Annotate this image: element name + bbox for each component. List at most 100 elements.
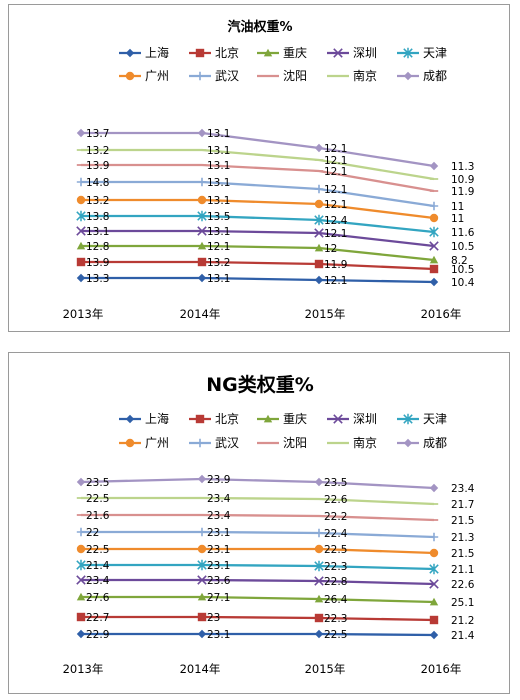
legend-marker	[403, 413, 413, 425]
x-tick-label: 2013年	[63, 662, 104, 676]
data-label: 12.1	[324, 143, 347, 155]
data-label: 21.1	[451, 564, 474, 576]
data-point	[76, 575, 86, 585]
legend-item: 广州	[119, 436, 169, 450]
legend-marker	[263, 414, 273, 423]
data-label: 26.4	[324, 594, 348, 606]
legend-item: 深圳	[327, 46, 377, 60]
series-line	[80, 477, 435, 490]
x-tick-label: 2014年	[180, 307, 221, 321]
data-label: 13.9	[86, 160, 109, 172]
data-label: 12.8	[86, 241, 109, 253]
data-point	[314, 629, 324, 639]
data-label: 22.5	[324, 544, 347, 556]
data-label: 12.1	[324, 155, 347, 167]
legend-label: 深圳	[353, 412, 377, 426]
legend-marker	[195, 48, 205, 58]
data-label: 11.9	[324, 259, 347, 271]
data-point	[197, 544, 207, 554]
data-label: 8.2	[451, 255, 468, 267]
legend-marker	[263, 48, 273, 57]
data-label: 23.4	[86, 575, 110, 587]
legend-item: 北京	[189, 46, 239, 60]
data-label: 11.9	[451, 186, 474, 198]
legend-marker	[195, 71, 205, 81]
data-label: 22.3	[324, 613, 347, 625]
series-沈阳: 13.9 13.1 12.1 11.9	[76, 160, 474, 198]
series-北京: 13.9 13.2 11.9 10.5	[76, 257, 474, 276]
series-武汉: 14.8 13.1 12.1 11	[76, 177, 464, 213]
series-line	[81, 180, 435, 208]
series-南京: 22.5 23.4 22.6 21.7	[76, 493, 474, 511]
legend-label: 南京	[353, 435, 377, 450]
data-label: 13.3	[86, 273, 109, 285]
series-北京: 22.7 23 22.3 21.2	[76, 612, 474, 627]
data-point	[197, 273, 207, 283]
legend-label: 沈阳	[283, 68, 307, 83]
data-point	[314, 259, 324, 269]
data-point	[314, 544, 324, 554]
legend-marker	[125, 48, 135, 58]
series-line	[81, 513, 435, 522]
legend-label: 成都	[423, 69, 447, 83]
legend-label: 沈阳	[283, 435, 307, 450]
data-point	[76, 195, 86, 205]
data-point	[197, 241, 207, 250]
x-tick-label: 2016年	[421, 662, 462, 676]
data-point	[76, 592, 86, 601]
data-label: 13.7	[86, 128, 109, 140]
legend-label: 武汉	[215, 436, 239, 450]
series-广州: 22.5 23.1 22.5 21.5	[76, 544, 474, 560]
legend-label: 上海	[145, 411, 169, 426]
data-label: 21.4	[86, 560, 110, 572]
data-label: 23.1	[207, 527, 230, 539]
legend-item: 沈阳	[257, 68, 307, 83]
data-label: 25.1	[451, 597, 474, 609]
series-深圳: 23.4 23.6 22.8 22.6	[76, 575, 475, 591]
data-label: 23.1	[207, 544, 230, 556]
data-label: 10.9	[451, 174, 474, 186]
legend-item: 沈阳	[257, 435, 307, 450]
data-label: 22.8	[324, 576, 347, 588]
series-广州: 13.2 13.1 12.1 11	[76, 195, 464, 225]
data-label: 11	[451, 201, 464, 213]
data-label: 23.5	[324, 477, 347, 489]
data-label: 23.4	[207, 493, 231, 505]
data-label: 23	[207, 612, 220, 624]
series-上海: 13.3 13.1 12.1 10.4	[76, 273, 475, 289]
data-point	[429, 161, 439, 171]
data-label: 21.5	[451, 548, 474, 560]
data-point	[76, 559, 86, 571]
legend-label: 上海	[145, 45, 169, 60]
data-label: 11.3	[451, 161, 474, 173]
series-line	[81, 547, 435, 555]
data-point	[429, 226, 439, 238]
data-point	[314, 214, 324, 226]
series-line	[81, 276, 435, 284]
series-沈阳: 21.6 23.4 22.2 21.5	[76, 510, 474, 527]
data-label: 23.1	[207, 560, 230, 572]
data-point	[314, 594, 324, 603]
data-label: 21.3	[451, 532, 474, 544]
data-point	[429, 483, 439, 493]
data-label: 22.2	[324, 511, 347, 523]
gasoline-weight-chart: 汽油权重% 上海 北京 重庆 深圳 天津 广州 武汉 沈阳 南京 成都 13.3 13.1 12.1 10.…	[8, 4, 510, 332]
data-point	[76, 210, 86, 222]
data-label: 12.1	[324, 166, 347, 178]
data-label: 22.5	[324, 629, 347, 641]
data-label: 23.1	[207, 629, 230, 641]
x-tick-label: 2014年	[180, 662, 221, 676]
data-label: 27.6	[86, 592, 110, 604]
data-label: 13.2	[86, 145, 109, 157]
data-point	[429, 630, 439, 640]
data-label: 22.5	[86, 544, 109, 556]
data-point	[76, 629, 86, 639]
data-point	[429, 597, 439, 606]
data-label: 13.1	[86, 226, 109, 238]
data-point	[197, 128, 207, 138]
data-label: 14.8	[86, 177, 109, 189]
data-label: 11.6	[451, 227, 475, 239]
data-label: 23.6	[207, 575, 231, 587]
data-point	[429, 213, 439, 223]
